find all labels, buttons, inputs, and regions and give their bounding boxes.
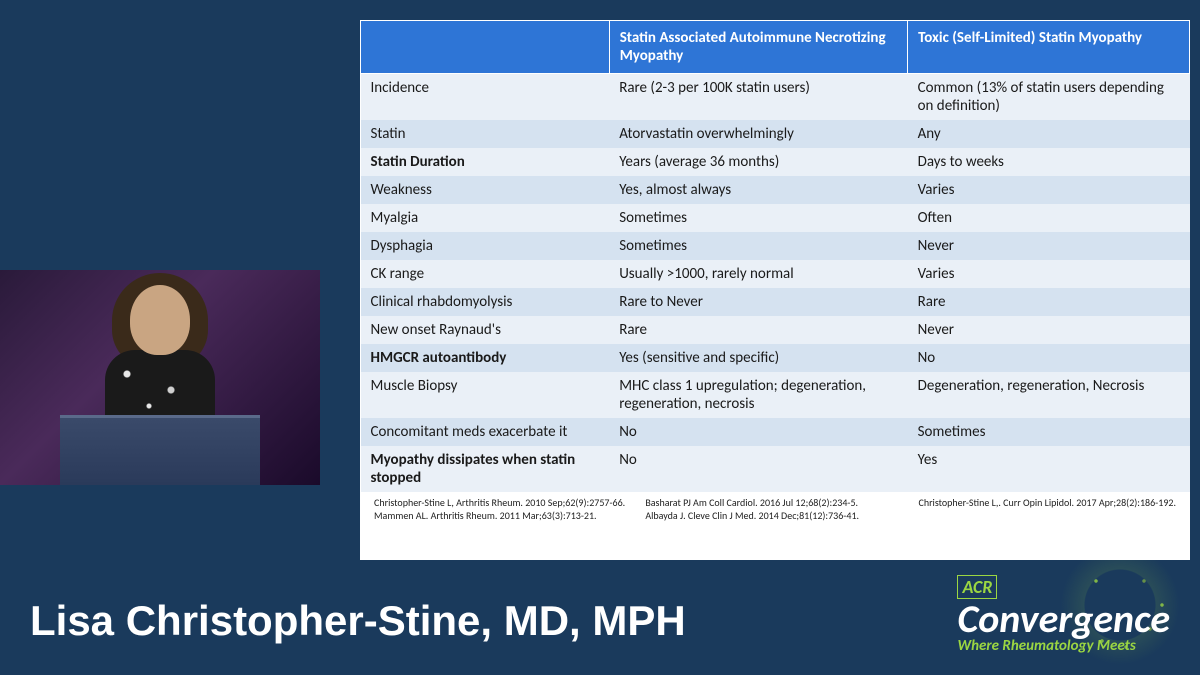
table-row: Muscle BiopsyMHC class 1 upregulation; d… — [361, 372, 1190, 418]
table-cell: Myalgia — [361, 204, 610, 232]
table-cell: No — [908, 344, 1190, 372]
citations-row: Christopher-Stine L, Arthritis Rheum. 20… — [360, 492, 1190, 522]
table-cell: Any — [908, 120, 1190, 148]
table-cell: Usually >1000, rarely normal — [609, 260, 907, 288]
table-row: IncidenceRare (2-3 per 100K statin users… — [361, 74, 1190, 121]
table-row: New onset Raynaud'sRareNever — [361, 316, 1190, 344]
presentation-slide: Statin Associated Autoimmune Necrotizing… — [360, 20, 1190, 560]
speaker-video-thumbnail — [0, 270, 320, 485]
speaker-figure — [105, 285, 215, 425]
table-cell: Rare to Never — [609, 288, 907, 316]
table-cell: No — [609, 446, 907, 492]
table-cell: Weakness — [361, 176, 610, 204]
table-row: CK rangeUsually >1000, rarely normalVari… — [361, 260, 1190, 288]
table-row: StatinAtorvastatin overwhelminglyAny — [361, 120, 1190, 148]
table-cell: Concomitant meds exacerbate it — [361, 418, 610, 446]
table-row: Clinical rhabdomyolysisRare to NeverRare — [361, 288, 1190, 316]
table-cell: Myopathy dissipates when statin stopped — [361, 446, 610, 492]
table-cell: Sometimes — [609, 204, 907, 232]
table-cell: MHC class 1 upregulation; degeneration, … — [609, 372, 907, 418]
citation-left: Christopher-Stine L, Arthritis Rheum. 20… — [368, 496, 639, 522]
table-cell: Rare — [609, 316, 907, 344]
table-cell: HMGCR autoantibody — [361, 344, 610, 372]
table-cell: Atorvastatin overwhelmingly — [609, 120, 907, 148]
table-cell: Degeneration, regeneration, Necrosis — [908, 372, 1190, 418]
table-cell: CK range — [361, 260, 610, 288]
table-cell: Varies — [908, 176, 1190, 204]
table-row: Myopathy dissipates when statin stoppedN… — [361, 446, 1190, 492]
speaker-name-lower-third: Lisa Christopher-Stine, MD, MPH — [30, 597, 686, 645]
conference-logo: ACR Convergence Where Rheumatology Meets — [957, 575, 1170, 655]
table-cell: Clinical rhabdomyolysis — [361, 288, 610, 316]
table-cell: Never — [908, 232, 1190, 260]
table-header: Statin Associated Autoimmune Necrotizing… — [609, 21, 907, 74]
citation-center: Basharat PJ Am Coll Cardiol. 2016 Jul 12… — [639, 496, 910, 522]
table-cell: No — [609, 418, 907, 446]
table-header-row: Statin Associated Autoimmune Necrotizing… — [361, 21, 1190, 74]
table-cell: Days to weeks — [908, 148, 1190, 176]
table-cell: New onset Raynaud's — [361, 316, 610, 344]
logo-title: Convergence — [957, 601, 1170, 637]
table-cell: Dysphagia — [361, 232, 610, 260]
table-cell: Yes (sensitive and specific) — [609, 344, 907, 372]
citation-right: Christopher-Stine L,. Curr Opin Lipidol.… — [911, 496, 1182, 522]
table-row: DysphagiaSometimesNever — [361, 232, 1190, 260]
table-cell: Never — [908, 316, 1190, 344]
table-cell: Rare (2-3 per 100K statin users) — [609, 74, 907, 121]
table-cell: Incidence — [361, 74, 610, 121]
table-cell: Years (average 36 months) — [609, 148, 907, 176]
table-cell: Sometimes — [609, 232, 907, 260]
table-cell: Yes — [908, 446, 1190, 492]
table-row: HMGCR autoantibodyYes (sensitive and spe… — [361, 344, 1190, 372]
table-cell: Varies — [908, 260, 1190, 288]
comparison-table: Statin Associated Autoimmune Necrotizing… — [360, 20, 1190, 492]
table-cell: Statin — [361, 120, 610, 148]
table-row: Statin DurationYears (average 36 months)… — [361, 148, 1190, 176]
table-cell: Yes, almost always — [609, 176, 907, 204]
table-header: Toxic (Self-Limited) Statin Myopathy — [908, 21, 1190, 74]
table-cell: Rare — [908, 288, 1190, 316]
table-cell: Muscle Biopsy — [361, 372, 610, 418]
table-cell: Statin Duration — [361, 148, 610, 176]
table-row: MyalgiaSometimesOften — [361, 204, 1190, 232]
table-cell: Sometimes — [908, 418, 1190, 446]
table-cell: Common (13% of statin users depending on… — [908, 74, 1190, 121]
podium — [60, 415, 260, 485]
table-row: WeaknessYes, almost alwaysVaries — [361, 176, 1190, 204]
table-cell: Often — [908, 204, 1190, 232]
table-header — [361, 21, 610, 74]
table-row: Concomitant meds exacerbate itNoSometime… — [361, 418, 1190, 446]
